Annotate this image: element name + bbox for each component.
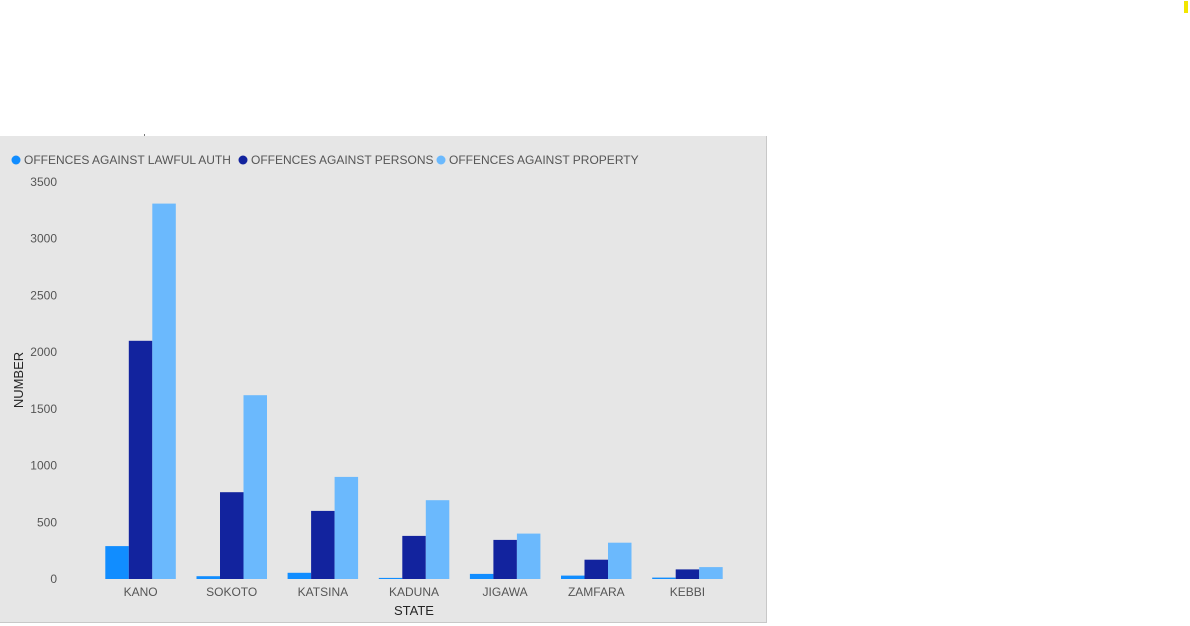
- legend-label: OFFENCES AGAINST PROPERTY: [449, 153, 639, 167]
- bar-chart: OFFENCES AGAINST LAWFUL AUTH OFFENCES AGA…: [11, 153, 723, 618]
- bar: [311, 510, 335, 579]
- y-tick-label: 2500: [30, 288, 57, 302]
- bar: [243, 395, 267, 579]
- x-tick-label: KANO: [124, 585, 158, 599]
- bar: [334, 476, 359, 579]
- legend-marker: [238, 155, 248, 165]
- legend-label: OFFENCES AGAINST LAWFUL AUTH: [24, 153, 231, 167]
- y-tick-label: 0: [50, 572, 57, 586]
- bars: [105, 203, 723, 579]
- x-tick-label: SOKOTO: [206, 585, 257, 599]
- x-tick-label: KADUNA: [389, 585, 439, 599]
- x-axis-title: STATE: [394, 603, 434, 618]
- bar: [128, 340, 153, 579]
- x-tick-label: JIGAWA: [483, 585, 528, 599]
- y-tick-label: 500: [37, 515, 57, 529]
- bar: [152, 203, 176, 579]
- x-tick-label: KATSINA: [298, 585, 348, 599]
- bar: [425, 500, 450, 579]
- x-tick-label: KEBBI: [670, 585, 705, 599]
- legend: OFFENCES AGAINST LAWFUL AUTH OFFENCES AGA…: [11, 153, 639, 167]
- bar: [608, 542, 632, 579]
- bar: [675, 569, 700, 579]
- legend-marker: [436, 155, 446, 165]
- chart-panel: OFFENCES AGAINST LAWFUL AUTH OFFENCES AGA…: [0, 136, 767, 623]
- corner-marker: [1184, 1, 1188, 13]
- bar: [196, 576, 220, 579]
- bar: [105, 546, 129, 579]
- bar: [584, 559, 608, 579]
- bar: [402, 535, 426, 579]
- legend-marker: [11, 155, 21, 165]
- divider-mark: [144, 134, 145, 136]
- bar: [699, 567, 723, 579]
- y-tick-label: 1000: [30, 459, 57, 473]
- y-axis-title: NUMBER: [11, 352, 26, 408]
- bar: [652, 577, 676, 579]
- bar: [378, 577, 403, 579]
- bar: [516, 533, 541, 579]
- bar: [287, 572, 312, 579]
- bar: [493, 539, 517, 579]
- y-tick-label: 3000: [30, 232, 57, 246]
- y-tick-label: 1500: [30, 402, 57, 416]
- y-axis: 0 500 1000 1500 2000 2500 3000 3500: [30, 175, 57, 586]
- legend-label: OFFENCES AGAINST PERSONS: [251, 153, 433, 167]
- y-tick-label: 2000: [30, 345, 57, 359]
- bar: [220, 492, 244, 579]
- y-tick-label: 3500: [30, 175, 57, 189]
- x-axis: KANO SOKOTO KATSINA KADUNA JIGAWA ZAMFARA KEBB…: [124, 585, 705, 599]
- bar: [469, 573, 494, 579]
- bar: [561, 575, 585, 579]
- x-tick-label: ZAMFARA: [568, 585, 625, 599]
